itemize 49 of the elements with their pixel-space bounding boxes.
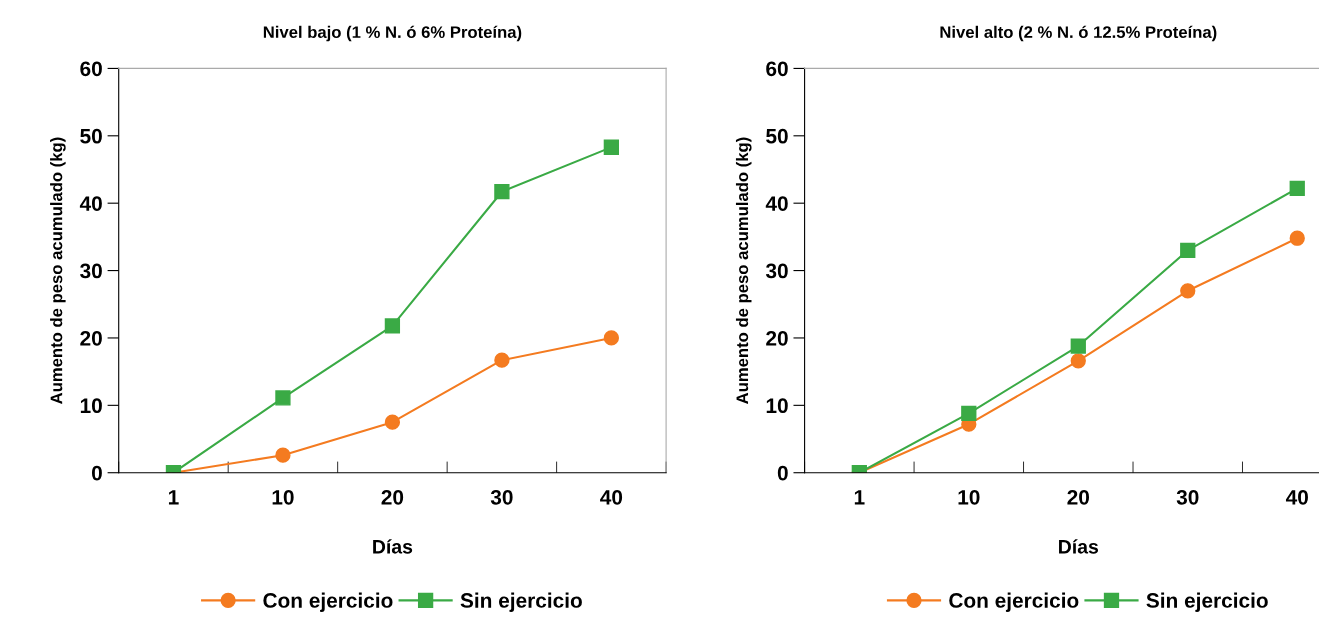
legend-label: Sin ejercicio xyxy=(1146,592,1268,612)
x-tick-label: 10 xyxy=(958,489,980,505)
point xyxy=(1180,242,1196,258)
y-tick-label: 10 xyxy=(80,398,102,414)
point xyxy=(1289,180,1305,197)
y-tick-label: 0 xyxy=(91,465,102,481)
point xyxy=(494,352,510,368)
x-axis-title: Días xyxy=(373,539,413,554)
legend-label: Con ejercicio xyxy=(263,592,393,612)
y-tick-label: 60 xyxy=(766,61,788,77)
chart-title: Nivel bajo (1 % N. ó 6% Proteína) xyxy=(263,25,522,42)
y-tick-label: 40 xyxy=(79,196,102,211)
point xyxy=(603,139,619,155)
y-tick-label: 30 xyxy=(765,263,788,279)
point xyxy=(961,405,977,422)
x-tick-label: 30 xyxy=(490,489,513,505)
y-axis-title: Aumento de peso acumulado (kg) xyxy=(735,137,752,404)
y-tick-label: 60 xyxy=(80,61,102,77)
y-tick-label: 40 xyxy=(765,196,788,211)
point xyxy=(1180,283,1196,299)
y-tick-label: 10 xyxy=(766,398,788,414)
point xyxy=(384,414,401,430)
point xyxy=(1070,353,1086,369)
point xyxy=(1070,338,1086,354)
y-tick-label: 30 xyxy=(80,263,102,279)
y-axis-title: Aumento de peso acumulado (kg) xyxy=(50,137,66,404)
y-tick-label: 50 xyxy=(766,128,788,144)
chart-title: Nivel alto (2 % N. ó 12.5% Proteína) xyxy=(940,25,1217,42)
point xyxy=(494,184,510,200)
x-tick-label: 1 xyxy=(168,490,179,505)
y-tick-label: 50 xyxy=(80,128,102,144)
y-tick-label: 0 xyxy=(777,465,788,481)
point xyxy=(384,318,401,334)
legend-label: Sin ejercicio xyxy=(460,592,582,612)
y-tick-label: 20 xyxy=(766,330,788,346)
y-tick-label: 20 xyxy=(80,330,102,346)
point xyxy=(275,447,291,463)
legend-label: Con ejercicio xyxy=(949,592,1079,612)
x-tick-label: 30 xyxy=(1176,489,1199,505)
point xyxy=(1289,230,1305,246)
x-tick-label: 20 xyxy=(381,489,404,505)
x-axis-title: Días xyxy=(1059,539,1099,554)
x-tick-label: 40 xyxy=(600,489,623,505)
point xyxy=(275,390,291,406)
x-tick-label: 10 xyxy=(272,489,294,505)
x-tick-label: 40 xyxy=(1285,489,1308,505)
x-tick-label: 1 xyxy=(854,490,865,505)
x-tick-label: 20 xyxy=(1067,489,1090,505)
point xyxy=(603,330,619,346)
